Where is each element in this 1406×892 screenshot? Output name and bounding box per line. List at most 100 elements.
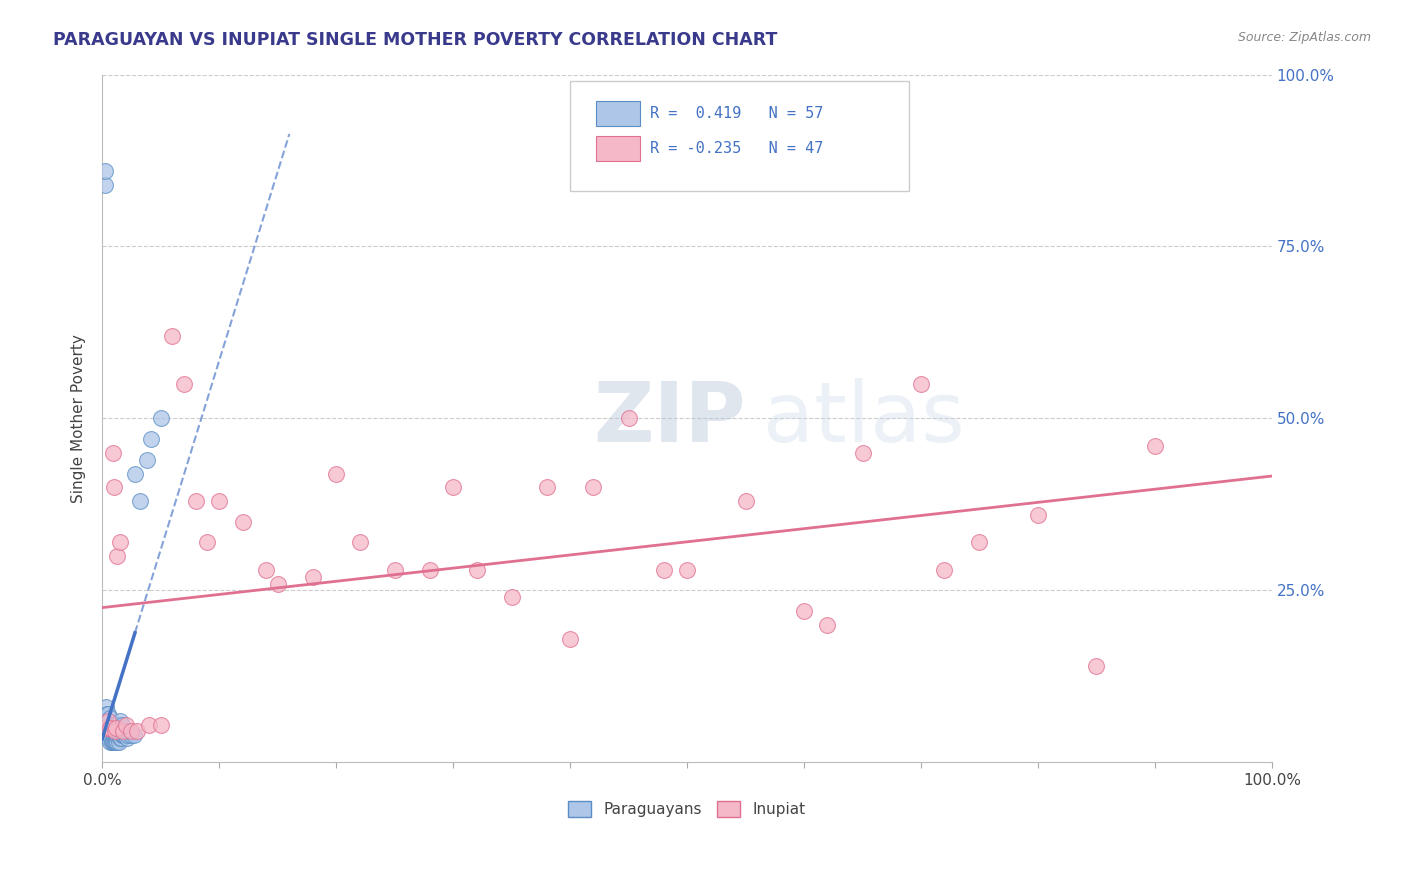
Text: R = -0.235   N = 47: R = -0.235 N = 47 xyxy=(650,141,823,155)
Point xyxy=(934,563,956,577)
Y-axis label: Single Mother Poverty: Single Mother Poverty xyxy=(72,334,86,503)
Point xyxy=(114,728,136,742)
Point xyxy=(98,731,121,746)
Point xyxy=(325,467,347,481)
Point xyxy=(107,549,129,563)
Point xyxy=(208,494,231,508)
Point xyxy=(441,480,464,494)
Point xyxy=(465,563,488,577)
Point xyxy=(104,728,127,742)
Point xyxy=(100,717,122,731)
Point xyxy=(107,728,129,742)
Point xyxy=(127,724,149,739)
Text: R =  0.419   N = 57: R = 0.419 N = 57 xyxy=(650,106,823,121)
Point xyxy=(110,731,132,746)
Point xyxy=(108,714,131,728)
Point xyxy=(120,724,142,739)
Point xyxy=(105,717,128,731)
Point xyxy=(254,563,277,577)
Point xyxy=(97,724,120,739)
Point xyxy=(104,717,127,731)
Point xyxy=(349,535,371,549)
Point xyxy=(582,480,605,494)
Point xyxy=(103,728,125,742)
Point xyxy=(419,563,441,577)
Point xyxy=(96,707,118,722)
Point xyxy=(173,377,195,392)
Point xyxy=(105,728,128,742)
Legend: Paraguayans, Inupiat: Paraguayans, Inupiat xyxy=(562,796,811,823)
Point xyxy=(122,728,145,742)
Point xyxy=(105,735,128,749)
Point xyxy=(1026,508,1049,522)
Point xyxy=(815,618,838,632)
Point xyxy=(652,563,675,577)
Point xyxy=(100,735,122,749)
Point xyxy=(100,721,122,735)
Point xyxy=(97,717,120,731)
Point xyxy=(111,717,134,731)
Point xyxy=(101,446,124,460)
Point xyxy=(101,735,124,749)
Point xyxy=(108,724,131,739)
Point xyxy=(97,714,120,728)
Point xyxy=(100,711,122,725)
Point xyxy=(107,717,129,731)
Point xyxy=(128,494,150,508)
Point xyxy=(97,731,120,746)
Point xyxy=(184,494,207,508)
Point xyxy=(135,452,157,467)
Point xyxy=(103,717,125,731)
Point xyxy=(111,728,134,742)
Point xyxy=(266,576,288,591)
Point xyxy=(617,411,640,425)
Point xyxy=(734,494,756,508)
Point xyxy=(100,728,122,742)
Point xyxy=(114,717,136,731)
Point xyxy=(118,724,141,739)
Point xyxy=(96,721,118,735)
Point xyxy=(676,563,699,577)
Point xyxy=(108,731,131,746)
Point xyxy=(384,563,406,577)
Point xyxy=(103,480,125,494)
Point xyxy=(104,724,127,739)
FancyBboxPatch shape xyxy=(596,102,640,126)
Point xyxy=(98,717,121,731)
Text: PARAGUAYAN VS INUPIAT SINGLE MOTHER POVERTY CORRELATION CHART: PARAGUAYAN VS INUPIAT SINGLE MOTHER POVE… xyxy=(53,31,778,49)
Point xyxy=(793,604,815,618)
Point xyxy=(536,480,558,494)
Point xyxy=(94,714,117,728)
Point xyxy=(301,570,323,584)
Point xyxy=(100,735,122,749)
Point xyxy=(851,446,873,460)
Point xyxy=(101,724,124,739)
Point xyxy=(107,735,129,749)
Point xyxy=(501,591,523,605)
Point xyxy=(120,728,142,742)
Text: Source: ZipAtlas.com: Source: ZipAtlas.com xyxy=(1237,31,1371,45)
Point xyxy=(94,721,117,735)
Point xyxy=(94,721,117,735)
Point xyxy=(98,728,121,742)
Point xyxy=(124,467,146,481)
Point xyxy=(910,377,932,392)
Point xyxy=(162,329,184,343)
Point xyxy=(96,728,118,742)
Point xyxy=(107,728,129,742)
Point xyxy=(149,717,172,731)
Point xyxy=(149,411,172,425)
Point xyxy=(100,721,122,735)
Text: atlas: atlas xyxy=(763,378,965,459)
Point xyxy=(97,707,120,722)
Point xyxy=(107,735,129,749)
Point xyxy=(117,728,139,742)
Point xyxy=(104,735,127,749)
Point xyxy=(108,535,131,549)
Text: ZIP: ZIP xyxy=(593,378,747,459)
FancyBboxPatch shape xyxy=(569,81,910,192)
Point xyxy=(115,731,138,746)
Point xyxy=(93,164,115,178)
Point xyxy=(197,535,219,549)
Point xyxy=(232,515,254,529)
